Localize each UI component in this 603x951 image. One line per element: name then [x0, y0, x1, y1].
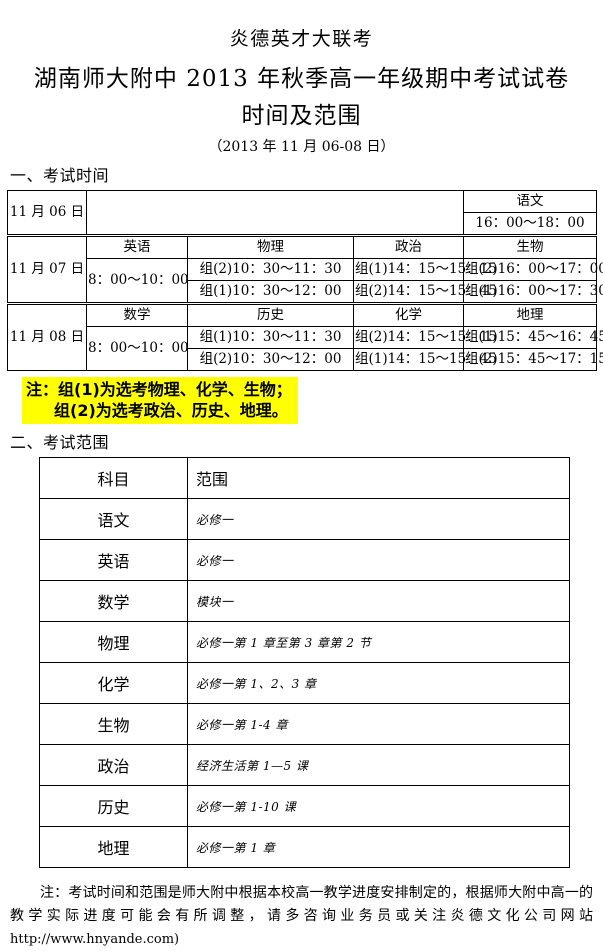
scope-subject-6: 政治 — [39, 744, 188, 786]
exam-scope-table-container: 科目 范围 语文 必修一 英语 必修一 数学 模块一 物理 必修一第 1 章 — [39, 457, 570, 868]
document-title-line2: 湖南师大附中 2013 年秋季高一年级期中考试试卷 — [33, 66, 570, 92]
group-note-line2: 组(2)为选考政治、历史、地理。 — [54, 401, 288, 420]
scope-header-subject: 科目 — [39, 457, 188, 499]
document-title-line3: 时间及范围 — [241, 103, 362, 129]
scope-range-1: 必修一 — [187, 539, 570, 581]
exam-empty-cell-0 — [86, 190, 464, 236]
exam-scope-table: 科目 范围 语文 必修一 英语 必修一 数学 模块一 物理 必修一第 1 章 — [39, 457, 570, 868]
exam-date-cell-2: 11 月 08 日 — [7, 302, 87, 371]
scope-range-3: 必修一第 1 章至第 3 章第 2 节 — [187, 621, 570, 663]
exam-subject-2-2: 化学 — [353, 302, 464, 327]
exam-slot-0-3-0: 16：00～18：00 — [463, 212, 597, 236]
scope-range-8: 必修一第 1 章 — [187, 826, 570, 868]
exam-slot-2-1-0: 组(1)10：30～11：30 — [187, 326, 354, 349]
exam-subject-1-1: 物理 — [187, 234, 354, 259]
table-row: 物理 必修一第 1 章至第 3 章第 2 节 — [39, 621, 570, 663]
table-row: 生物 必修一第 1-4 章 — [39, 703, 570, 745]
table-row: 历史 必修一第 1-10 课 — [39, 785, 570, 827]
scope-subject-3: 物理 — [39, 621, 188, 663]
scope-range-0: 必修一 — [187, 498, 570, 540]
scope-subject-0: 语文 — [39, 498, 188, 540]
exam-slot-1-3-0: 组(2)16：00～17：00 — [463, 258, 603, 281]
document-page: 炎德英才大联考 湖南师大附中 2013 年秋季高一年级期中考试试卷 时间及范围 … — [0, 26, 603, 947]
table-row: 语文 必修一 — [39, 498, 570, 540]
table-row: 政治 经济生活第 1—5 课 — [39, 744, 570, 786]
scope-subject-4: 化学 — [39, 662, 188, 704]
table-row: 组(2)10：30～12：00 组(1)14：15～15：45 组(2)15：4… — [8, 348, 603, 371]
exam-slot-2-2-1: 组(1)14：15～15：45 — [353, 348, 497, 371]
scope-subject-8: 地理 — [39, 826, 188, 868]
exam-slot-2-3-1: 组(2)15：45～17：15 — [463, 348, 603, 371]
table-row: 8：00～10：00 组(1)10：30～11：30 组(2)14：15～15：… — [8, 326, 603, 371]
section-heading-exam-scope: 二、考试范围 — [10, 433, 110, 452]
exam-slot-1-2-1: 组(2)14：15～15：45 — [353, 280, 497, 304]
table-row: 16：00～18：00 — [8, 212, 597, 236]
exam-slot-1-1-0: 组(2)10：30～11：30 — [187, 258, 354, 281]
exam-date-cell-1: 11 月 07 日 — [7, 234, 87, 304]
exam-slot-2-3-0: 组(1)15：45～16：45 — [463, 326, 603, 349]
exam-time-table-container: 11 月 06 日 语文 16：00～18：00 11 月 07 日 英语 物理… — [7, 190, 603, 371]
table-row: 11 月 07 日 英语 物理 政治 生物 — [7, 234, 597, 304]
scope-subject-1: 英语 — [39, 539, 188, 581]
group-note-line1: 注：组(1)为选考物理、化学、生物； — [26, 380, 292, 399]
scope-subject-2: 数学 — [39, 580, 188, 622]
exam-subject-2-0: 数学 — [86, 302, 188, 327]
exam-slot-1-0-0: 8：00～10：00 — [86, 258, 189, 304]
footer-note: 注：考试时间和范围是师大附中根据本校高一教学进度安排制定的，根据师大附中高一的教… — [10, 882, 593, 951]
section-heading-exam-time: 一、考试时间 — [10, 166, 110, 185]
exam-slot-2-1-1: 组(2)10：30～12：00 — [187, 348, 354, 371]
table-row: 化学 必修一第 1、2、3 章 — [39, 662, 570, 704]
exam-slot-2-0-0: 8：00～10：00 — [86, 326, 189, 371]
scope-subject-7: 历史 — [39, 785, 188, 827]
scope-subject-5: 生物 — [39, 703, 188, 745]
table-header-row: 科目 范围 — [39, 457, 570, 499]
scope-range-5: 必修一第 1-4 章 — [187, 703, 570, 745]
footer-note-line1: 注：考试时间和范围是师大附中根据本校高一教学进度安排制定的，根据师大附中 — [40, 885, 551, 901]
exam-slot-1-3-1: 组(1)16：00～17：30 — [463, 280, 603, 304]
table-row: 11 月 06 日 语文 — [7, 190, 597, 236]
exam-subject-1-2: 政治 — [353, 234, 464, 259]
table-row: 英语 必修一 — [39, 539, 570, 581]
scope-range-7: 必修一第 1-10 课 — [187, 785, 570, 827]
exam-subject-1-3: 生物 — [463, 234, 597, 259]
exam-slot-1-1-1: 组(1)10：30～12：00 — [187, 280, 354, 304]
scope-header-range: 范围 — [187, 457, 570, 499]
group-note-highlight: 注：组(1)为选考物理、化学、生物； 组(2)为选考政治、历史、地理。 — [22, 377, 298, 424]
exam-subject-1-0: 英语 — [86, 234, 188, 259]
scope-range-6: 经济生活第 1—5 课 — [187, 744, 570, 786]
scope-range-2: 模块一 — [187, 580, 570, 622]
exam-subject-2-1: 历史 — [187, 302, 354, 327]
exam-subject-0-3: 语文 — [463, 190, 597, 213]
table-row: 数学 模块一 — [39, 580, 570, 622]
footer-note-url: http://www.hnyande.com) — [10, 932, 180, 947]
exam-subject-2-3: 地理 — [463, 302, 597, 327]
table-row: 8：00～10：00 组(2)10：30～11：30 组(1)14：15～15：… — [8, 258, 603, 304]
document-subtitle: （2013 年 11 月 06-08 日） — [208, 139, 395, 155]
table-row: 组(1)10：30～12：00 组(2)14：15～15：45 组(1)16：0… — [8, 280, 603, 304]
exam-time-table: 11 月 06 日 语文 16：00～18：00 11 月 07 日 英语 物理… — [7, 190, 603, 371]
table-row: 11 月 08 日 数学 历史 化学 地理 — [7, 302, 597, 371]
table-row: 地理 必修一第 1 章 — [39, 826, 570, 868]
exam-slot-2-2-0: 组(2)14：15～15：15 — [353, 326, 497, 349]
exam-date-cell-0: 11 月 06 日 — [7, 190, 87, 236]
exam-slot-1-2-0: 组(1)14：15～15：15 — [353, 258, 497, 281]
scope-range-4: 必修一第 1、2、3 章 — [187, 662, 570, 704]
document-title-line1: 炎德英才大联考 — [229, 28, 374, 50]
